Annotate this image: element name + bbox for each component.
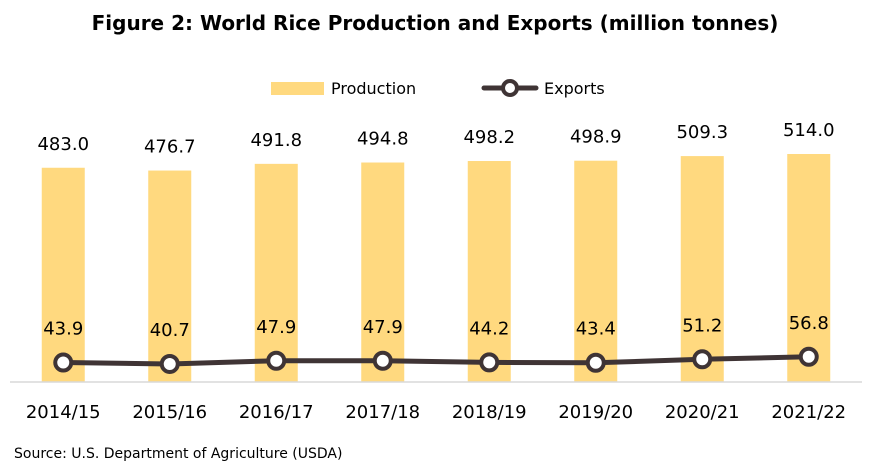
exports-marker — [53, 352, 74, 373]
legend-production-label: Production — [331, 79, 416, 98]
exports-marker — [798, 346, 819, 367]
production-bar — [254, 163, 298, 382]
production-value-label: 483.0 — [37, 134, 89, 155]
x-tick-label: 2019/20 — [558, 402, 633, 423]
production-value-label: 514.0 — [783, 120, 835, 141]
exports-value-label: 40.7 — [150, 320, 190, 341]
x-axis-ticks: 2014/15 2015/16 2016/17 2017/18 2018/19 2019/… — [26, 402, 846, 423]
exports-value-label: 43.4 — [576, 319, 616, 340]
exports-marker — [266, 350, 287, 371]
legend-exports-label: Exports — [544, 79, 605, 98]
exports-value-label: 51.2 — [682, 315, 722, 336]
exports-marker — [692, 349, 713, 370]
production-bar — [467, 161, 511, 382]
source-note: Source: U.S. Department of Agriculture (… — [14, 446, 342, 462]
legend: Production Exports — [271, 79, 605, 98]
production-bar — [41, 167, 85, 382]
x-tick-label: 2015/16 — [132, 402, 207, 423]
legend-production-swatch — [271, 82, 324, 95]
production-bar — [148, 170, 192, 382]
legend-exports-marker — [501, 79, 519, 97]
x-tick-label: 2016/17 — [239, 402, 314, 423]
exports-line — [63, 354, 809, 367]
production-bar — [361, 162, 405, 382]
production-bar — [680, 156, 724, 382]
exports-marker — [159, 353, 180, 374]
exports-marker — [585, 352, 606, 373]
chart-title: Figure 2: World Rice Production and Expo… — [92, 11, 779, 35]
x-tick-label: 2020/21 — [665, 402, 740, 423]
exports-value-label: 47.9 — [363, 317, 403, 338]
exports-marker — [479, 352, 500, 373]
production-bar — [574, 160, 618, 382]
exports-line-series — [53, 346, 819, 374]
production-value-label: 498.2 — [463, 127, 515, 148]
production-value-label: 491.8 — [250, 130, 302, 151]
exports-value-label: 47.9 — [256, 317, 296, 338]
x-tick-label: 2018/19 — [452, 402, 527, 423]
production-value-label: 494.8 — [357, 129, 409, 150]
exports-value-label: 56.8 — [789, 313, 829, 334]
data-labels: 483.0 476.7 491.8 494.8 498.2 498.9 509.3 514.0… — [37, 120, 834, 341]
exports-value-label: 43.9 — [43, 319, 83, 340]
x-tick-label: 2021/22 — [771, 402, 846, 423]
production-value-label: 498.9 — [570, 127, 622, 148]
exports-marker — [372, 350, 393, 371]
x-tick-label: 2014/15 — [26, 402, 101, 423]
x-tick-label: 2017/18 — [345, 402, 420, 423]
production-value-label: 476.7 — [144, 137, 196, 158]
production-bar — [787, 154, 831, 382]
production-bars — [41, 154, 831, 382]
exports-value-label: 44.2 — [469, 318, 509, 339]
production-value-label: 509.3 — [676, 122, 728, 143]
